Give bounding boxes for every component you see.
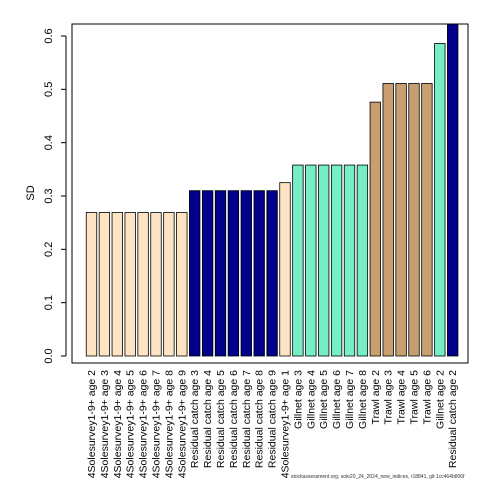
x-category-label: Gillnet age 2	[434, 370, 446, 429]
x-category-label: Trawl age 3	[383, 370, 395, 425]
bar	[318, 164, 330, 357]
bar	[111, 212, 123, 357]
x-category-label: Gillnet age 7	[344, 370, 356, 429]
bars-group	[85, 23, 459, 357]
plot-frame	[71, 23, 469, 364]
bar	[240, 190, 252, 357]
x-category-label: Gillnet age 4	[305, 370, 317, 429]
bar	[176, 212, 188, 357]
bar	[163, 212, 175, 357]
x-category-label: Trawl age 5	[409, 370, 421, 425]
bar	[150, 212, 162, 357]
bar	[382, 83, 394, 357]
x-category-label: 4Solesurvey1-9+ age 2	[86, 370, 98, 478]
x-category-label: Trawl age 2	[370, 370, 382, 425]
x-category-label: Trawl age 4	[396, 370, 408, 425]
bar	[395, 83, 407, 357]
x-category-label: Trawl age 6	[421, 370, 433, 425]
y-tick-label: 0.4	[43, 135, 55, 150]
x-category-label: 4Solesurvey1-9+ age 3	[99, 370, 111, 478]
bar	[421, 83, 433, 357]
x-category-label: Residual catch age 2	[447, 370, 459, 468]
x-category-label: Residual catch age 4	[202, 370, 214, 468]
x-category-label: 4Solesurvey1-9+ age 9	[176, 370, 188, 478]
x-category-label: 4Solesurvey1-9+ age 8	[163, 370, 175, 478]
y-tick-label: 0.1	[43, 295, 55, 310]
bar	[292, 164, 304, 357]
bar	[266, 190, 278, 357]
x-category-label: 4Solesurvey1-9+ age 4	[112, 370, 124, 478]
bar	[227, 190, 240, 357]
x-category-label: Gillnet age 8	[357, 370, 369, 429]
x-category-label: 4Solesurvey1-9+ age 6	[138, 370, 150, 478]
y-axis: 0.0 0.1 0.2 0.3 0.4 0.5 0.6	[43, 28, 67, 364]
x-category-label: 4Solesurvey1-9+ age 7	[151, 370, 163, 478]
bar	[214, 190, 227, 357]
bar	[305, 164, 317, 357]
bar	[369, 101, 381, 357]
x-category-label: Gillnet age 3	[292, 370, 304, 429]
bar	[447, 23, 459, 357]
bar	[85, 212, 98, 357]
bar	[253, 190, 265, 357]
x-category-label: Residual catch age 8	[254, 370, 266, 468]
bar	[279, 182, 291, 357]
x-category-label: Gillnet age 5	[318, 370, 330, 429]
x-axis-labels: 4Solesurvey1-9+ age 2 4Solesurvey1-9+ age…	[86, 370, 459, 478]
bar	[356, 164, 369, 357]
bar	[137, 212, 149, 357]
footer-source-text: stockassessment.org, sole20_24_2024_new_…	[291, 474, 465, 480]
bar	[434, 43, 446, 357]
x-category-label: 4Solesurvey1-9+ age 1	[280, 370, 292, 478]
x-category-label: Residual catch age 7	[241, 370, 253, 468]
x-category-label: Residual catch age 6	[228, 370, 240, 468]
y-tick-label: 0.5	[43, 82, 55, 97]
bar	[201, 190, 214, 357]
y-tick-label: 0.3	[43, 188, 55, 203]
x-category-label: 4Solesurvey1-9+ age 5	[125, 370, 137, 478]
bar	[330, 164, 343, 357]
bar	[124, 212, 136, 357]
bar	[343, 164, 356, 357]
y-tick-label: 0.0	[43, 348, 55, 363]
y-axis-title: SD	[25, 185, 37, 200]
bar	[98, 212, 111, 357]
x-category-label: Gillnet age 6	[331, 370, 343, 429]
bar	[189, 190, 201, 357]
x-category-label: Residual catch age 5	[215, 370, 227, 468]
y-tick-label: 0.2	[43, 242, 55, 257]
bar	[408, 83, 420, 357]
y-tick-label: 0.6	[43, 28, 55, 43]
x-category-label: Residual catch age 3	[189, 370, 201, 468]
x-category-label: Residual catch age 9	[267, 370, 279, 468]
